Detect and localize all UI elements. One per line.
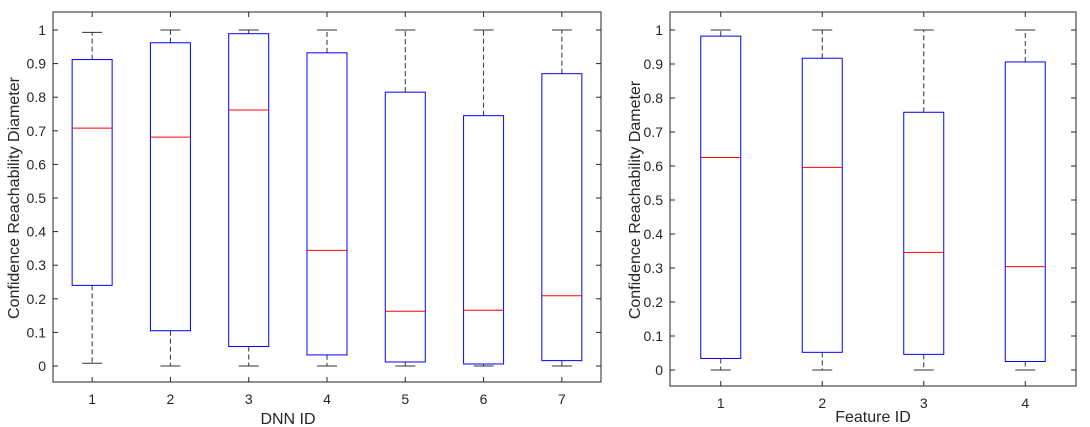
iqr-box <box>541 73 583 362</box>
box-3 <box>228 29 270 367</box>
left-x-tick-label: 4 <box>323 391 331 407</box>
right-y-tick-label: 0.2 <box>644 294 664 310</box>
iqr-box <box>384 91 426 363</box>
box-1 <box>700 29 742 371</box>
right-boxplot: Feature ID Confidence Reachability Damet… <box>627 80 911 426</box>
left-y-tick-label: 0.6 <box>27 156 47 172</box>
left-y-tick-label: 0.3 <box>27 257 47 273</box>
right-y-tick-label: 0.4 <box>644 226 664 242</box>
right-x-tick-label: 1 <box>717 395 725 411</box>
left-plot-frame <box>52 11 602 383</box>
right-y-axis-label: Confidence Reachability Dameter <box>627 80 644 319</box>
box-2 <box>801 29 843 371</box>
left-x-tick-label: 5 <box>401 391 409 407</box>
right-plot-frame <box>669 11 1077 387</box>
iqr-box <box>71 59 113 286</box>
left-y-tick-label: 0 <box>38 358 46 374</box>
box-4 <box>1004 29 1046 371</box>
box-2 <box>149 29 191 367</box>
left-boxplot: DNN ID Confidence Reachability Diameter … <box>6 11 1077 427</box>
right-x-tick-label: 4 <box>1021 395 1029 411</box>
left-y-tick-label: 0.4 <box>27 224 47 240</box>
left-x-tick-label: 2 <box>167 391 175 407</box>
box-3 <box>903 29 945 371</box>
left-x-tick-label: 6 <box>480 391 488 407</box>
right-x-tick-label: 2 <box>818 395 826 411</box>
left-y-tick-label: 0.9 <box>27 56 47 72</box>
left-y-axis-label: Confidence Reachability Diameter <box>6 76 23 319</box>
iqr-box <box>700 35 742 359</box>
left-x-axis-label: DNN ID <box>260 411 315 427</box>
box-1: 0 0.1 0.2 0.3 0.4 0.5 0.6 0.7 0.8 0.9 1 1 2 3 4 <box>71 11 1077 411</box>
left-x-tick-label: 7 <box>558 391 566 407</box>
box-7 <box>541 29 583 367</box>
right-y-tick-label: 0.3 <box>644 260 664 276</box>
right-y-tick-label: 0.9 <box>644 56 664 72</box>
left-y-tick-label: 0.2 <box>27 291 47 307</box>
iqr-box <box>306 52 348 356</box>
box-5 <box>384 29 426 367</box>
iqr-box <box>463 115 505 365</box>
right-y-tick-label: 0.8 <box>644 90 664 106</box>
left-y-tick-label: 0.5 <box>27 190 47 206</box>
right-x-axis-label: Feature ID <box>835 409 911 426</box>
right-y-tick-label: 0.6 <box>644 158 664 174</box>
left-y-tick-label: 0.7 <box>27 123 47 139</box>
left-y-tick-label: 0.8 <box>27 89 47 105</box>
iqr-box <box>228 33 270 348</box>
left-x-tick-label: 3 <box>245 391 253 407</box>
right-y-tick-label: 0 <box>655 362 663 378</box>
right-y-tick-label: 0.5 <box>644 192 664 208</box>
right-y-tick-label: 1 <box>655 22 663 38</box>
right-y-tick-label: 0.7 <box>644 124 664 140</box>
left-y-tick-label: 0.1 <box>27 324 47 340</box>
box-6 <box>463 29 505 367</box>
iqr-box <box>149 42 191 332</box>
iqr-box <box>801 57 843 353</box>
left-x-tick-label: 1 <box>88 391 96 407</box>
right-y-tick-label: 0.1 <box>644 328 664 344</box>
iqr-box <box>1004 61 1046 363</box>
iqr-box <box>903 111 945 355</box>
left-y-tick-label: 1 <box>38 22 46 38</box>
right-x-tick-label: 3 <box>920 395 928 411</box>
box-4 <box>306 29 348 367</box>
